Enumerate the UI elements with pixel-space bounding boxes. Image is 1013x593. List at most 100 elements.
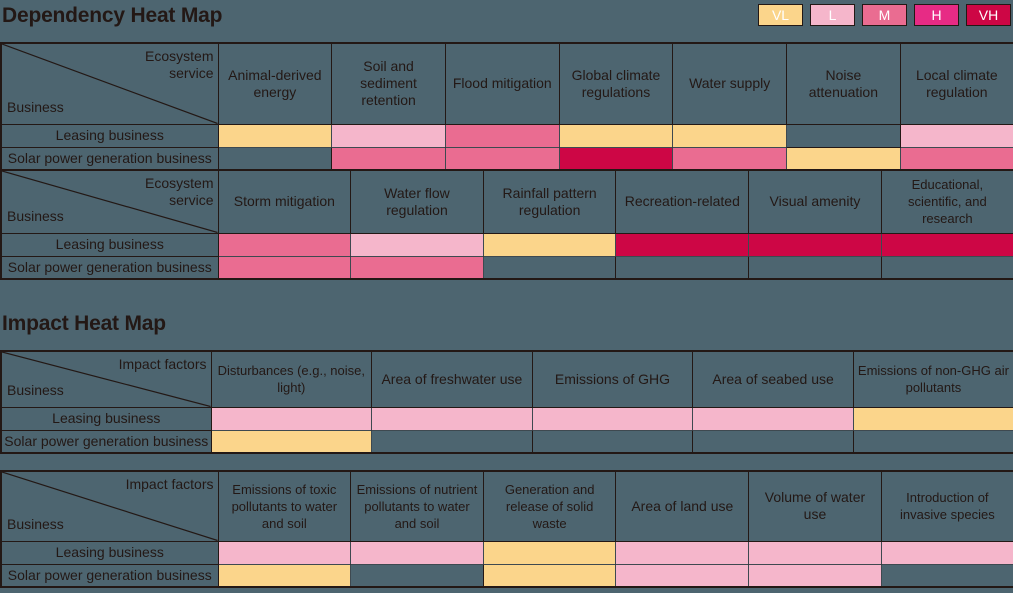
corner-column-label: Ecosystem service: [145, 48, 214, 81]
corner-row-label: Business: [7, 98, 64, 115]
column-header: Noise attenuation: [786, 42, 901, 125]
heat-cell: [531, 406, 694, 431]
heat-cell: [880, 563, 1013, 588]
corner-header: Impact factors Business: [0, 350, 212, 408]
column-header: Rainfall pattern regulation: [482, 169, 617, 234]
heat-cell: [350, 232, 484, 257]
heat-cell: [444, 146, 560, 171]
heat-cell: [210, 429, 373, 454]
row-label: Leasing business: [0, 540, 219, 565]
heat-cell: [350, 563, 484, 588]
heat-cell: [217, 146, 333, 171]
heat-cell: [371, 406, 533, 431]
column-header: Animal-derived energy: [217, 42, 333, 125]
dependency-title: Dependency Heat Map: [2, 4, 223, 27]
column-header: Water supply: [672, 42, 788, 125]
heat-cell: [210, 406, 373, 431]
heat-cell: [786, 123, 901, 148]
corner-column-label: Impact factors: [118, 356, 207, 372]
row-label: Solar power generation business: [0, 429, 212, 454]
heat-cell: [482, 563, 617, 588]
heat-cell: [482, 540, 617, 565]
column-header: Local climate regulation: [899, 42, 1013, 125]
heat-cell: [482, 255, 617, 280]
diagonal-divider-icon: [2, 44, 218, 124]
table-row: Solar power generation business: [0, 255, 1013, 280]
corner-row-label: Business: [7, 381, 64, 398]
legend-l: L: [810, 4, 855, 26]
diagonal-divider-icon: [2, 171, 218, 233]
heat-cell: [331, 146, 446, 171]
corner-header: Ecosystem service Business: [0, 169, 219, 234]
column-header: Area of freshwater use: [371, 350, 533, 408]
corner-column-label: Impact factors: [125, 476, 214, 492]
column-header: Visual amenity: [748, 169, 882, 234]
column-header: Recreation-related: [615, 169, 750, 234]
diagonal-divider-icon: [2, 472, 218, 541]
impact-table-2: Impact factors Business Emissions of toxic…: [0, 470, 1013, 588]
legend-h: H: [914, 4, 959, 26]
heat-cell: [217, 255, 352, 280]
heat-cell: [531, 429, 694, 454]
table-row: Leasing business: [0, 406, 1013, 431]
row-label: Leasing business: [0, 123, 219, 148]
row-label: Solar power generation business: [0, 563, 219, 588]
heat-cell: [615, 232, 750, 257]
heat-cell: [692, 429, 854, 454]
heat-cell: [350, 255, 484, 280]
heat-cell: [444, 123, 560, 148]
heat-cell: [880, 232, 1013, 257]
column-header: Volume of water use: [748, 470, 882, 542]
column-header: Soil and sediment retention: [331, 42, 446, 125]
dependency-table-1: Ecosystem service Business Animal-derived …: [0, 42, 1013, 171]
column-header: Introduction of invasive species: [880, 470, 1013, 542]
row-label: Solar power generation business: [0, 255, 219, 280]
heat-cell: [748, 540, 882, 565]
corner-column-label: Ecosystem service: [145, 175, 214, 208]
heat-cell: [331, 123, 446, 148]
heat-cell: [217, 232, 352, 257]
impact-table-1: Impact factors Business Disturbances (e.g.…: [0, 350, 1013, 454]
table-row: Solar power generation business: [0, 429, 1013, 454]
heat-cell: [615, 255, 750, 280]
heat-cell: [350, 540, 484, 565]
column-header: Global climate regulations: [558, 42, 674, 125]
heat-cell: [371, 429, 533, 454]
legend-vl: VL: [758, 4, 803, 26]
heat-cell: [217, 563, 352, 588]
corner-header: Impact factors Business: [0, 470, 219, 542]
heat-cell: [558, 146, 674, 171]
heat-cell: [692, 406, 854, 431]
heat-cell: [748, 232, 882, 257]
heat-cell: [482, 232, 617, 257]
heat-cell: [558, 123, 674, 148]
heat-cell: [786, 146, 901, 171]
table-row: Solar power generation business: [0, 563, 1013, 588]
legend: VL L M H VH: [758, 4, 1011, 26]
column-header: Educational, scientific, and research: [880, 169, 1013, 234]
column-header: Area of seabed use: [692, 350, 854, 408]
heat-cell: [880, 255, 1013, 280]
heat-cell: [748, 255, 882, 280]
row-label: Leasing business: [0, 232, 219, 257]
corner-header: Ecosystem service Business: [0, 42, 219, 125]
column-header: Emissions of GHG: [531, 350, 694, 408]
heat-cell: [217, 123, 333, 148]
dependency-table-2: Ecosystem service Business Storm mitigatio…: [0, 169, 1013, 280]
column-header: Storm mitigation: [217, 169, 352, 234]
table-row: Solar power generation business: [0, 146, 1013, 171]
heat-cell: [615, 540, 750, 565]
legend-m: M: [862, 4, 907, 26]
table-row: Leasing business: [0, 232, 1013, 257]
diagonal-divider-icon: [2, 352, 211, 407]
legend-vh: VH: [966, 4, 1011, 26]
row-label: Leasing business: [0, 406, 212, 431]
table-row: Leasing business: [0, 123, 1013, 148]
column-header: Emissions of toxic pollutants to water a…: [217, 470, 352, 542]
column-header: Area of land use: [615, 470, 750, 542]
table-row: Leasing business: [0, 540, 1013, 565]
heat-cell: [672, 146, 788, 171]
column-header: Emissions of non-GHG air pollutants: [852, 350, 1013, 408]
corner-row-label: Business: [7, 515, 64, 532]
row-label: Solar power generation business: [0, 146, 219, 171]
